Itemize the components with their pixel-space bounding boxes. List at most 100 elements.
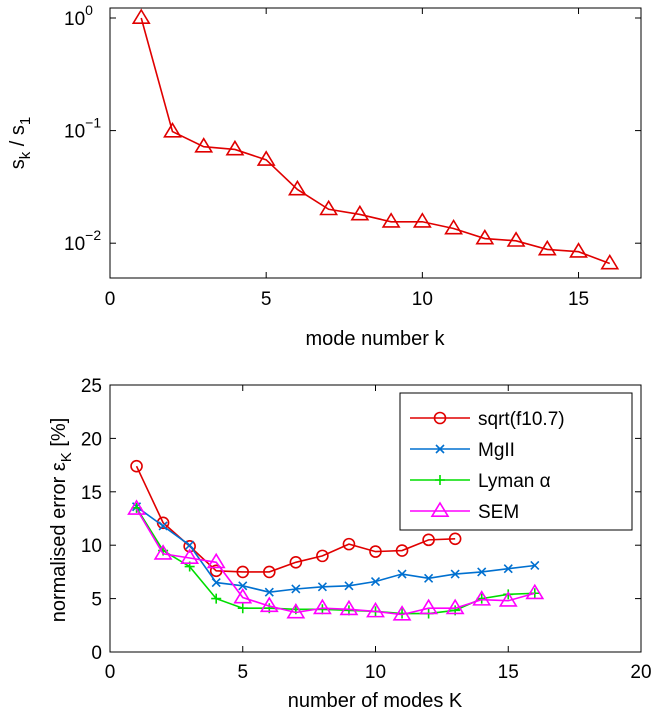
bottom-data-point (158, 521, 168, 531)
bottom-data-point (419, 598, 439, 615)
bottom-data-point (448, 532, 462, 546)
bottom-data-point (127, 499, 146, 515)
top-panel: 0 5 10 15 100 10−1 10−2 mode number k sk / s1 (7, 2, 642, 350)
top-data-point (569, 242, 588, 258)
bottom-data-point (472, 590, 492, 606)
top-x-axis-label: mode number k (306, 328, 446, 350)
top-data-point (287, 179, 307, 196)
bottom-data-point (395, 544, 409, 557)
legend-label: MgII (478, 440, 515, 461)
top-data-point (350, 204, 370, 221)
top-series-line (140, 17, 611, 265)
top-y-tick-label: 100 (64, 2, 93, 30)
bottom-data-point (525, 583, 545, 600)
bottom-y-tick-label: 20 (81, 429, 102, 450)
bottom-data-point (370, 576, 381, 587)
top-data-point (600, 253, 620, 270)
bottom-data-point (316, 549, 329, 563)
top-data-point (444, 218, 464, 235)
bottom-data-point (180, 548, 200, 565)
top-data-point (475, 228, 495, 245)
top-data-point (194, 137, 214, 153)
bottom-data-point (153, 544, 173, 560)
bottom-x-tick-label: 20 (630, 662, 651, 683)
bottom-series-layer (127, 459, 545, 621)
bottom-data-point (211, 593, 222, 604)
legend-marker (435, 475, 445, 485)
bottom-data-point (342, 537, 356, 551)
legend-label: Lyman α (478, 471, 551, 492)
top-data-point (381, 212, 401, 228)
bottom-data-point (317, 582, 327, 592)
top-data-point (131, 8, 151, 25)
bottom-data-point (264, 587, 274, 597)
bottom-data-point (344, 581, 354, 591)
bottom-y-axis-label: normalised error εK [%] (48, 418, 75, 623)
bottom-data-point (424, 573, 434, 583)
bottom-data-point (339, 599, 359, 616)
bottom-data-point (238, 581, 248, 591)
bottom-x-tick-label: 10 (365, 662, 386, 683)
bottom-data-point (477, 567, 487, 577)
bottom-data-point (392, 605, 412, 621)
bottom-y-tick-label: 15 (81, 483, 102, 504)
bottom-data-point (503, 564, 513, 574)
top-plot-frame (109, 7, 642, 279)
legend-label: sqrt(f10.7) (478, 409, 565, 430)
bottom-x-tick-label: 5 (237, 662, 248, 683)
bottom-y-tick-label: 0 (91, 643, 102, 664)
bottom-data-point (366, 601, 385, 618)
bottom-data-point (233, 587, 253, 604)
bottom-x-axis-label: number of modes K (288, 690, 463, 712)
bottom-data-point (130, 459, 143, 473)
top-x-tick-label: 15 (568, 289, 589, 310)
bottom-x-tick-label: 0 (105, 662, 116, 683)
bottom-series-line (136, 506, 535, 594)
top-data-point (256, 150, 276, 166)
legend-label: SEM (478, 502, 519, 523)
bottom-x-tick-label: 15 (498, 662, 519, 683)
bottom-data-point (312, 598, 332, 615)
top-data-point (506, 231, 526, 247)
bottom-data-point (237, 603, 248, 614)
bottom-data-point (262, 565, 276, 579)
bottom-y-tick-label: 5 (91, 590, 102, 611)
bottom-panel: 0 5 10 15 20 0 5 10 15 20 25 number of modes K no… (48, 376, 652, 712)
top-y-tick-label: 10−1 (64, 115, 101, 143)
bottom-y-tick-label: 10 (81, 536, 102, 557)
bottom-data-point (211, 578, 221, 588)
bottom-data-point (286, 602, 306, 619)
top-x-tick-label: 0 (105, 289, 116, 310)
top-x-ticks: 0 5 10 15 (105, 8, 589, 310)
bottom-data-point (206, 552, 226, 569)
bottom-data-point (369, 545, 382, 558)
bottom-data-point (445, 598, 465, 615)
bottom-data-point (259, 596, 279, 613)
bottom-data-point (291, 584, 301, 594)
bottom-series-line (135, 508, 536, 616)
bottom-data-point (397, 569, 407, 579)
legend-marker (430, 501, 450, 518)
bottom-x-ticks: 0 5 10 15 20 (105, 385, 652, 683)
bottom-data-point (185, 540, 195, 550)
top-data-point (412, 212, 432, 228)
bottom-data-point (450, 569, 460, 579)
top-y-axis-label: sk / s1 (7, 117, 34, 170)
bottom-data-point (498, 591, 518, 607)
top-y-tick-label: 10−2 (64, 227, 101, 255)
bottom-y-tick-label: 25 (81, 376, 102, 397)
bottom-data-point (236, 565, 250, 579)
top-x-tick-label: 5 (261, 289, 272, 310)
top-series-layer (131, 8, 620, 270)
top-x-tick-label: 10 (412, 289, 433, 310)
top-y-ticks: 100 10−1 10−2 (64, 2, 641, 255)
top-data-point (319, 199, 339, 216)
top-data-point (225, 139, 245, 156)
bottom-data-point (503, 589, 514, 600)
legend-marker (433, 411, 447, 425)
bottom-data-point (422, 533, 435, 547)
bottom-data-point (289, 555, 303, 569)
bottom-data-point (183, 539, 196, 553)
bottom-y-ticks: 0 5 10 15 20 25 (81, 376, 641, 664)
